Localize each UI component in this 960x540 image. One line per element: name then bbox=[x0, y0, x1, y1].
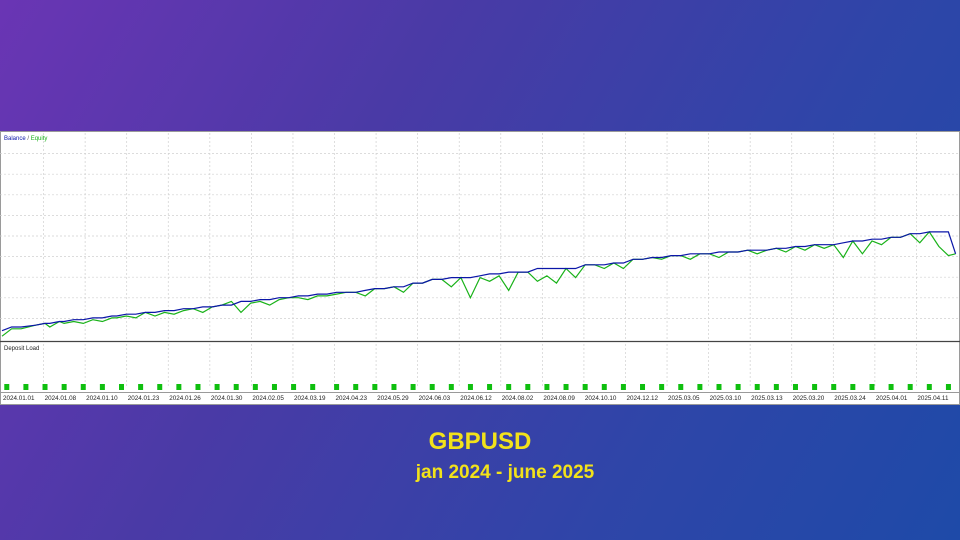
deposit-load-marker bbox=[467, 384, 473, 390]
deposit-load-marker bbox=[697, 384, 703, 390]
deposit-load-marker bbox=[945, 384, 951, 390]
deposit-load-marker bbox=[42, 384, 48, 390]
deposit-load-marker bbox=[525, 384, 531, 390]
deposit-load-marker bbox=[138, 384, 144, 390]
deposit-load-marker bbox=[271, 384, 277, 390]
legend-balance: Balance bbox=[4, 136, 26, 142]
x-tick-label: 2024.02.05 bbox=[252, 395, 284, 402]
deposit-load-marker bbox=[640, 384, 646, 390]
chart-subtitle: jan 2024 - june 2025 bbox=[415, 462, 595, 483]
x-tick-label: 2024.04.23 bbox=[336, 395, 368, 402]
deposit-load-marker bbox=[353, 384, 359, 390]
deposit-load-marker bbox=[176, 384, 182, 390]
deposit-load-label: Deposit Load bbox=[4, 346, 39, 352]
x-tick-label: 2024.03.19 bbox=[294, 395, 326, 402]
deposit-load-marker bbox=[291, 384, 297, 390]
x-tick-label: 2025.03.10 bbox=[710, 395, 742, 402]
deposit-load-marker bbox=[157, 384, 163, 390]
deposit-load-marker bbox=[754, 384, 760, 390]
deposit-load-marker bbox=[99, 384, 105, 390]
deposit-load-marker bbox=[372, 384, 378, 390]
deposit-load-marker bbox=[195, 384, 201, 390]
balance-line bbox=[1, 231, 957, 332]
deposit-load-marker bbox=[659, 384, 665, 390]
legend-separator: / bbox=[26, 136, 31, 142]
x-tick-label: 2024.01.30 bbox=[211, 395, 243, 402]
x-tick-label: 2025.03.20 bbox=[793, 395, 825, 402]
x-tick-label: 2024.01.26 bbox=[169, 395, 201, 402]
deposit-load-marker bbox=[926, 384, 932, 390]
deposit-load-marker bbox=[252, 384, 258, 390]
deposit-load-marker bbox=[4, 384, 10, 390]
deposit-load-marker bbox=[410, 384, 416, 390]
x-tick-label: 2024.01.23 bbox=[128, 395, 160, 402]
x-tick-label: 2025.03.13 bbox=[751, 395, 783, 402]
deposit-load-marker bbox=[678, 384, 684, 390]
x-tick-label: 2024.01.01 bbox=[3, 395, 35, 402]
deposit-load-marker bbox=[506, 384, 512, 390]
deposit-load-marker bbox=[773, 384, 779, 390]
x-tick-label: 2024.01.08 bbox=[45, 395, 77, 402]
deposit-load-marker bbox=[334, 384, 340, 390]
caption: GBPUSD jan 2024 - june 2025 bbox=[0, 428, 960, 484]
deposit-load-marker bbox=[582, 384, 588, 390]
deposit-load-marker bbox=[850, 384, 856, 390]
deposit-load-marker bbox=[429, 384, 435, 390]
deposit-load-marker bbox=[391, 384, 397, 390]
deposit-load-marker bbox=[23, 384, 29, 390]
deposit-load-marker bbox=[448, 384, 454, 390]
deposit-load-marker bbox=[563, 384, 569, 390]
x-tick-label: 2024.06.12 bbox=[460, 395, 492, 402]
deposit-load-marker bbox=[61, 384, 67, 390]
x-tick-label: 2024.01.10 bbox=[86, 395, 118, 402]
equity-line bbox=[1, 230, 956, 337]
deposit-load-marker bbox=[888, 384, 894, 390]
x-tick-label: 2025.03.24 bbox=[834, 395, 866, 402]
deposit-load-marker bbox=[214, 384, 220, 390]
chart-title: GBPUSD bbox=[428, 428, 532, 455]
x-tick-label: 2024.08.09 bbox=[543, 395, 575, 402]
deposit-load-marker bbox=[310, 384, 316, 390]
x-tick-label: 2025.03.05 bbox=[668, 395, 700, 402]
deposit-load-marker bbox=[735, 384, 741, 390]
x-tick-label: 2024.12.12 bbox=[626, 395, 658, 402]
deposit-load-marker bbox=[119, 384, 124, 390]
x-tick-label: 2025.04.01 bbox=[876, 395, 908, 402]
deposit-load-marker bbox=[792, 384, 798, 390]
deposit-load-marker bbox=[716, 384, 722, 390]
deposit-load-marker bbox=[80, 384, 86, 390]
x-tick-label: 2025.04.11 bbox=[917, 395, 949, 402]
deposit-load-marker bbox=[487, 384, 493, 390]
balance-equity-chart: Balance / Equity Deposit Load 2024.01.01 20… bbox=[0, 131, 960, 405]
x-tick-label: 2024.05.29 bbox=[377, 395, 409, 402]
legend-equity: Equity bbox=[31, 136, 48, 142]
chart-frame bbox=[0, 131, 960, 405]
deposit-load-marker bbox=[620, 384, 626, 390]
deposit-load-marker bbox=[907, 384, 913, 390]
deposit-load-marker bbox=[544, 384, 550, 390]
deposit-load-marker bbox=[812, 384, 818, 390]
x-tick-label: 2024.06.03 bbox=[419, 395, 451, 402]
deposit-load-marker bbox=[601, 384, 607, 390]
deposit-load-marker bbox=[831, 384, 837, 390]
x-tick-label: 2024.08.02 bbox=[502, 395, 534, 402]
x-tick-label: 2024.10.10 bbox=[585, 395, 617, 402]
chart-panel: Balance / Equity Deposit Load 2024.01.01 20… bbox=[0, 131, 960, 405]
deposit-load-marker bbox=[869, 384, 875, 390]
legend: Balance / Equity bbox=[4, 136, 47, 142]
deposit-load-marker bbox=[233, 384, 239, 390]
